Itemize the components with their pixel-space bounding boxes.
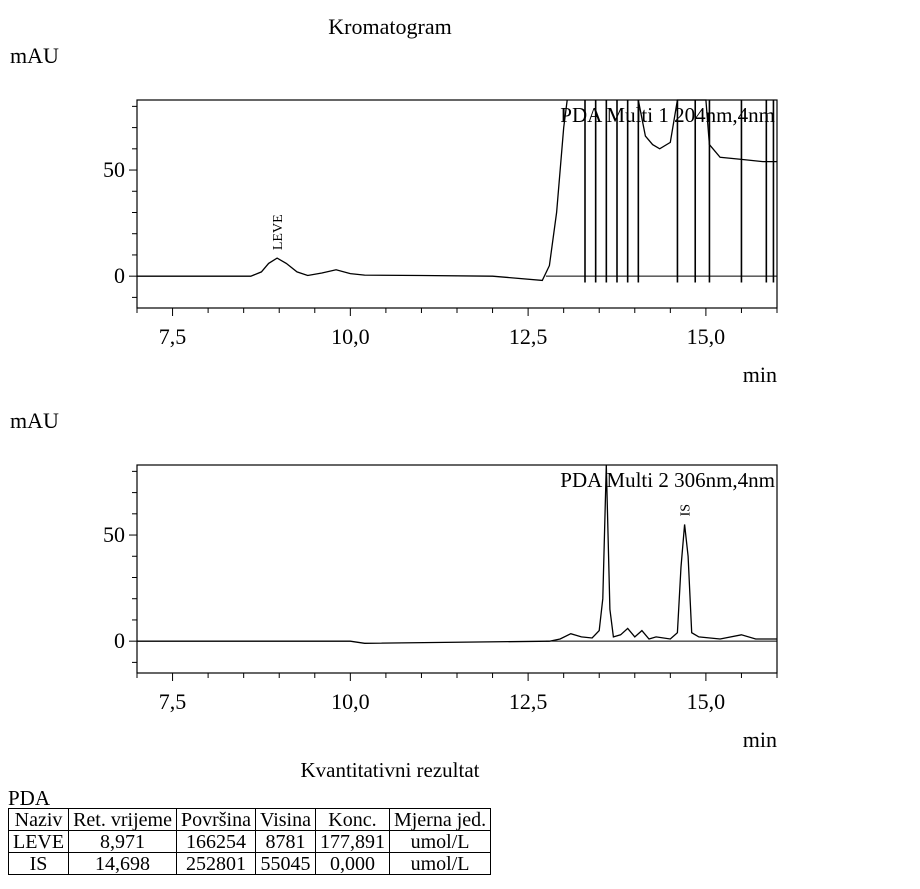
column-header: Površina — [175, 808, 256, 831]
column-header: Mjerna jed. — [388, 808, 492, 831]
chromatogram-306nm: 7,5 10,0 12,5 15,0 0 50 min IS PDA Multi 2 306nm… — [103, 464, 778, 752]
series-line — [137, 99, 568, 282]
column-header: Visina — [254, 808, 316, 831]
table-cell: IS — [7, 852, 70, 875]
table-cell: 166254 — [175, 830, 256, 853]
x-tick-label: 10,0 — [331, 689, 370, 714]
results-title: Kvantitativni rezultat — [300, 758, 480, 782]
table-row: IS 14,698 252801 55045 0,000 umol/L — [7, 852, 492, 875]
table-cell: 14,698 — [68, 852, 177, 875]
table-cell: umol/L — [388, 830, 492, 853]
x-tick-label: 7,5 — [159, 689, 187, 714]
table-cell: 0,000 — [314, 852, 390, 875]
table-cell: umol/L — [388, 852, 492, 875]
table-caption: PDA — [8, 786, 51, 810]
table-cell: 8781 — [254, 830, 316, 853]
peak-label: LEVE — [271, 214, 286, 250]
x-tick-label: 12,5 — [509, 324, 548, 349]
trace-label: PDA Multi 1 204nm,4nm — [560, 103, 775, 127]
table-cell: LEVE — [7, 830, 70, 853]
results-table: Naziv Ret. vrijeme Površina Visina Konc. Mjer… — [7, 808, 492, 875]
column-header: Konc. — [314, 808, 390, 831]
table-cell: 8,971 — [68, 830, 177, 853]
x-tick-label: 15,0 — [687, 689, 726, 714]
x-axis-label: min — [743, 727, 777, 752]
x-tick-label: 12,5 — [509, 689, 548, 714]
y-tick-label: 0 — [114, 263, 125, 288]
peak-label: IS — [679, 504, 694, 516]
chromatogram-204nm: 7,5 10,0 12,5 15,0 0 50 min LEVE PDA Multi 1 204… — [103, 99, 778, 387]
x-tick-label: 10,0 — [331, 324, 370, 349]
table-row: LEVE 8,971 166254 8781 177,891 umol/L — [7, 830, 492, 853]
x-tick-label: 7,5 — [159, 324, 187, 349]
y-tick-label: 50 — [103, 522, 125, 547]
table-cell: 177,891 — [314, 830, 390, 853]
column-header: Naziv — [7, 808, 70, 831]
y-tick-label: 50 — [103, 157, 125, 182]
table-cell: 252801 — [175, 852, 256, 875]
table-cell: 55045 — [254, 852, 316, 875]
series-line — [137, 464, 777, 644]
x-axis-label: min — [743, 362, 777, 387]
report-title: Kromatogram — [328, 14, 452, 39]
chart-2-y-unit: mAU — [10, 408, 59, 433]
trace-label: PDA Multi 2 306nm,4nm — [560, 468, 775, 492]
x-tick-label: 15,0 — [687, 324, 726, 349]
y-tick-label: 0 — [114, 628, 125, 653]
chart-1-y-unit: mAU — [10, 43, 59, 68]
column-header: Ret. vrijeme — [68, 808, 177, 831]
results-header-row: Naziv Ret. vrijeme Površina Visina Konc. Mjer… — [7, 808, 492, 831]
